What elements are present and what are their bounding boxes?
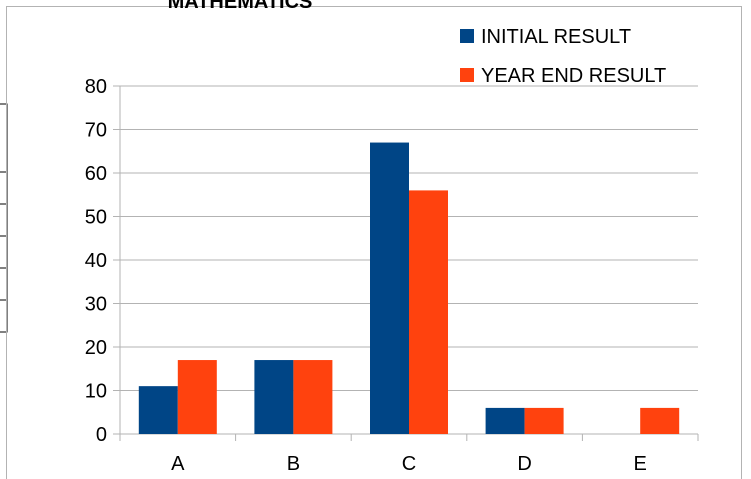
legend-swatch-year-end bbox=[460, 68, 474, 82]
bar-initial-d bbox=[485, 407, 525, 434]
legend-swatch-initial bbox=[460, 29, 474, 43]
x-tick-label: E bbox=[634, 453, 647, 475]
y-tick-label: 70 bbox=[85, 120, 107, 142]
bars bbox=[138, 142, 680, 435]
y-tick-label: 0 bbox=[96, 424, 107, 446]
y-tick-label: 60 bbox=[85, 163, 107, 185]
bar-year-end-c bbox=[409, 190, 448, 434]
y-tick-label: 40 bbox=[85, 250, 107, 272]
y-tick-label: 80 bbox=[85, 76, 107, 98]
bar-initial-a bbox=[138, 386, 178, 434]
x-tick-label: A bbox=[171, 453, 185, 475]
legend: INITIAL RESULT YEAR END RESULT bbox=[460, 26, 666, 87]
x-tick-label: C bbox=[402, 453, 416, 475]
legend-label-year-end: YEAR END RESULT bbox=[481, 65, 666, 87]
chart-title: MATHEMATICS bbox=[168, 0, 313, 13]
y-tick-label: 10 bbox=[85, 381, 107, 403]
chart-frame bbox=[6, 6, 742, 479]
x-tick-labels: A B C D E bbox=[171, 453, 647, 475]
y-tick-label: 50 bbox=[85, 207, 107, 229]
bar-initial-c bbox=[370, 142, 409, 435]
bar-year-end-a bbox=[177, 360, 217, 434]
x-tick-label: B bbox=[287, 453, 300, 475]
bar-year-end-b bbox=[293, 360, 333, 434]
y-tick-label: 20 bbox=[85, 337, 107, 359]
bar-initial-b bbox=[254, 360, 294, 434]
bar-year-end-d bbox=[524, 407, 564, 434]
left-table-fragment bbox=[0, 103, 8, 333]
bar-year-end-e bbox=[640, 407, 680, 434]
legend-label-initial: INITIAL RESULT bbox=[481, 26, 631, 48]
x-tick-label: D bbox=[517, 453, 531, 475]
y-tick-labels: 0 10 20 30 40 50 60 70 80 bbox=[85, 76, 107, 446]
y-tick-label: 30 bbox=[85, 294, 107, 316]
